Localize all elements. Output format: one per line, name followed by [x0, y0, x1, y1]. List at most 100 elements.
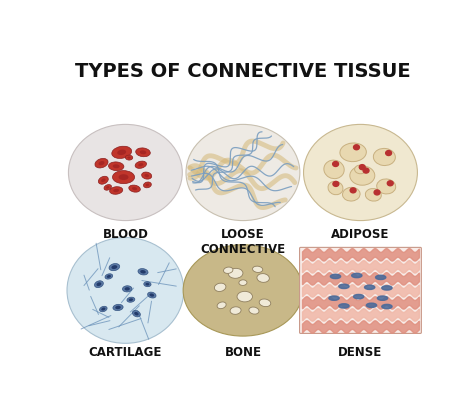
- Ellipse shape: [382, 286, 392, 290]
- Ellipse shape: [94, 281, 103, 288]
- Circle shape: [186, 125, 300, 220]
- Circle shape: [333, 162, 338, 166]
- Ellipse shape: [259, 299, 271, 307]
- Ellipse shape: [100, 306, 107, 312]
- Ellipse shape: [366, 303, 377, 307]
- Ellipse shape: [118, 174, 128, 180]
- Ellipse shape: [144, 182, 151, 188]
- Ellipse shape: [343, 187, 360, 201]
- Ellipse shape: [352, 273, 362, 278]
- Ellipse shape: [67, 237, 184, 343]
- Ellipse shape: [239, 280, 247, 285]
- Circle shape: [359, 165, 365, 170]
- Ellipse shape: [144, 282, 151, 287]
- Ellipse shape: [365, 189, 382, 201]
- Circle shape: [387, 181, 393, 186]
- Ellipse shape: [228, 268, 243, 278]
- Ellipse shape: [113, 164, 119, 168]
- Ellipse shape: [138, 163, 143, 166]
- Ellipse shape: [111, 265, 117, 269]
- Ellipse shape: [224, 267, 233, 273]
- Ellipse shape: [109, 162, 124, 170]
- Ellipse shape: [249, 307, 259, 314]
- Circle shape: [363, 168, 369, 173]
- Ellipse shape: [145, 174, 149, 177]
- Circle shape: [354, 145, 359, 150]
- FancyBboxPatch shape: [300, 247, 421, 333]
- Ellipse shape: [253, 266, 263, 272]
- Ellipse shape: [128, 156, 131, 159]
- Ellipse shape: [104, 185, 111, 190]
- Ellipse shape: [113, 304, 123, 311]
- Circle shape: [333, 181, 339, 187]
- Ellipse shape: [115, 306, 121, 309]
- Ellipse shape: [138, 268, 148, 275]
- Ellipse shape: [329, 296, 339, 300]
- Text: BLOOD: BLOOD: [102, 229, 148, 241]
- Ellipse shape: [101, 179, 106, 182]
- Ellipse shape: [146, 283, 149, 286]
- Ellipse shape: [230, 307, 241, 314]
- Ellipse shape: [377, 296, 388, 300]
- Ellipse shape: [129, 185, 140, 192]
- Ellipse shape: [112, 170, 135, 184]
- Ellipse shape: [328, 181, 343, 195]
- Ellipse shape: [350, 166, 375, 185]
- Circle shape: [303, 125, 418, 220]
- Text: BONE: BONE: [224, 346, 262, 359]
- Ellipse shape: [147, 292, 156, 298]
- Ellipse shape: [140, 150, 146, 154]
- Ellipse shape: [146, 184, 149, 186]
- Ellipse shape: [109, 187, 123, 194]
- Ellipse shape: [99, 161, 104, 165]
- Ellipse shape: [135, 161, 146, 168]
- Ellipse shape: [109, 264, 120, 271]
- Ellipse shape: [340, 143, 366, 162]
- Ellipse shape: [217, 302, 226, 309]
- Ellipse shape: [183, 245, 303, 336]
- Text: DENSE: DENSE: [338, 346, 383, 359]
- Ellipse shape: [105, 274, 113, 279]
- Circle shape: [374, 190, 380, 195]
- Ellipse shape: [127, 297, 135, 302]
- Ellipse shape: [142, 172, 152, 179]
- Ellipse shape: [112, 146, 132, 158]
- Text: TYPES OF CONNECTIVE TISSUE: TYPES OF CONNECTIVE TISSUE: [75, 62, 411, 81]
- Ellipse shape: [214, 283, 226, 291]
- Ellipse shape: [324, 160, 344, 179]
- Ellipse shape: [140, 270, 146, 274]
- Text: CARTILAGE: CARTILAGE: [89, 346, 162, 359]
- Text: ADIPOSE: ADIPOSE: [331, 229, 390, 241]
- Ellipse shape: [132, 310, 140, 317]
- Ellipse shape: [257, 274, 269, 283]
- Ellipse shape: [97, 283, 101, 286]
- Ellipse shape: [354, 295, 364, 299]
- Ellipse shape: [134, 312, 138, 316]
- Ellipse shape: [377, 179, 396, 194]
- Ellipse shape: [374, 148, 395, 166]
- Ellipse shape: [339, 304, 349, 308]
- Ellipse shape: [101, 307, 105, 311]
- Ellipse shape: [365, 285, 375, 289]
- Ellipse shape: [330, 274, 341, 278]
- Ellipse shape: [126, 155, 133, 160]
- Circle shape: [386, 151, 392, 156]
- Circle shape: [68, 125, 182, 220]
- Ellipse shape: [136, 148, 150, 157]
- Text: LOOSE
CONNECTIVE: LOOSE CONNECTIVE: [201, 229, 285, 256]
- Ellipse shape: [106, 186, 109, 189]
- Ellipse shape: [382, 304, 392, 309]
- Ellipse shape: [339, 284, 349, 289]
- Ellipse shape: [375, 275, 386, 280]
- Ellipse shape: [129, 298, 133, 301]
- Ellipse shape: [122, 286, 132, 292]
- Ellipse shape: [125, 287, 130, 291]
- Ellipse shape: [149, 293, 154, 297]
- Ellipse shape: [132, 187, 137, 190]
- Circle shape: [350, 188, 356, 193]
- Ellipse shape: [95, 158, 108, 168]
- Ellipse shape: [117, 150, 126, 155]
- Ellipse shape: [237, 291, 253, 302]
- Ellipse shape: [99, 176, 108, 184]
- Ellipse shape: [355, 165, 366, 174]
